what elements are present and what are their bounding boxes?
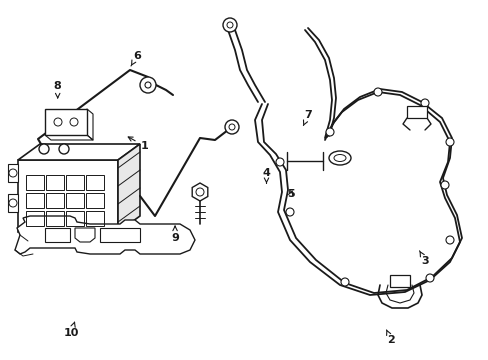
Text: 1: 1	[128, 137, 148, 151]
Bar	[66, 175, 84, 190]
Circle shape	[440, 181, 448, 189]
Bar	[46, 211, 64, 226]
Text: 6: 6	[131, 51, 141, 66]
Text: 2: 2	[386, 330, 394, 345]
Ellipse shape	[333, 154, 346, 162]
Bar	[46, 175, 64, 190]
Bar	[18, 160, 118, 232]
Text: 10: 10	[63, 322, 79, 338]
Circle shape	[224, 120, 239, 134]
Bar	[26, 175, 44, 190]
Circle shape	[275, 158, 284, 166]
Polygon shape	[118, 144, 140, 232]
Circle shape	[425, 274, 433, 282]
Circle shape	[445, 236, 453, 244]
Bar	[26, 211, 44, 226]
Circle shape	[228, 124, 235, 130]
Text: 3: 3	[419, 251, 428, 266]
Circle shape	[140, 77, 156, 93]
Bar	[389, 275, 409, 287]
Circle shape	[196, 188, 203, 196]
Circle shape	[325, 128, 333, 136]
Polygon shape	[192, 183, 207, 201]
Circle shape	[59, 144, 69, 154]
Polygon shape	[15, 216, 195, 254]
Circle shape	[340, 278, 348, 286]
Bar	[45, 109, 87, 135]
Circle shape	[445, 138, 453, 146]
Ellipse shape	[328, 151, 350, 165]
Circle shape	[70, 118, 78, 126]
Bar	[8, 194, 18, 212]
Circle shape	[223, 18, 237, 32]
Circle shape	[9, 169, 17, 177]
Bar	[86, 175, 104, 190]
Bar	[86, 211, 104, 226]
Polygon shape	[18, 144, 140, 160]
Circle shape	[226, 22, 232, 28]
Circle shape	[9, 199, 17, 207]
Bar	[406, 106, 426, 118]
Bar	[66, 193, 84, 208]
Text: 8: 8	[54, 81, 61, 98]
Circle shape	[39, 144, 49, 154]
Circle shape	[420, 99, 428, 107]
Circle shape	[285, 208, 293, 216]
Circle shape	[373, 88, 381, 96]
Circle shape	[145, 82, 151, 88]
Circle shape	[54, 118, 62, 126]
Bar	[86, 193, 104, 208]
Text: 9: 9	[171, 226, 179, 243]
Text: 4: 4	[262, 168, 270, 183]
Bar	[8, 164, 18, 182]
Text: 7: 7	[303, 110, 311, 126]
Text: 5: 5	[286, 189, 294, 199]
Bar	[26, 193, 44, 208]
Bar	[46, 193, 64, 208]
Bar	[66, 211, 84, 226]
